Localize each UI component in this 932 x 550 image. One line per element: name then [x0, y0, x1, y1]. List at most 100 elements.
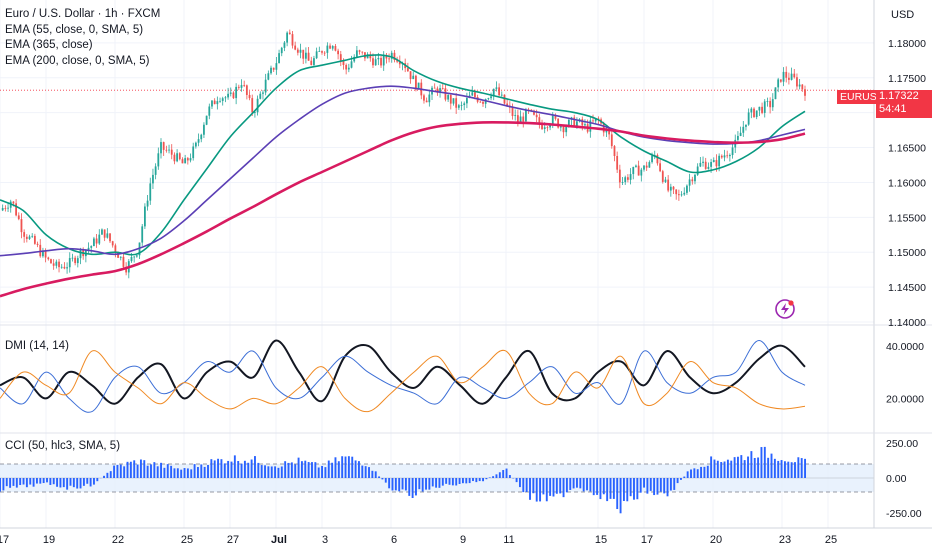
- di-minus-line: [0, 349, 806, 413]
- candle-body: [130, 256, 133, 262]
- cci-bar: [378, 476, 381, 478]
- candle-body: [659, 163, 661, 172]
- cci-bar: [683, 476, 686, 478]
- candle-body: [396, 60, 399, 62]
- candle-body: [366, 54, 369, 59]
- cci-bar: [337, 461, 340, 478]
- cci-bar: [391, 478, 394, 491]
- cci-bar: [139, 459, 142, 478]
- cci-bar: [86, 478, 89, 484]
- candle-body: [42, 250, 44, 257]
- cci-bar: [633, 478, 635, 500]
- cci-bar: [468, 478, 471, 484]
- candle-body: [667, 179, 670, 191]
- cci-bar: [82, 478, 85, 486]
- candle-body: [337, 50, 339, 55]
- candle-body: [385, 55, 388, 59]
- candle-body: [519, 116, 522, 122]
- candle-body: [500, 94, 503, 96]
- cci-bar: [300, 461, 303, 478]
- dmi-pane-label[interactable]: DMI (14, 14): [5, 340, 69, 352]
- cci-bar: [153, 462, 156, 478]
- cci-bar: [250, 459, 253, 478]
- cci-bar: [552, 478, 555, 497]
- candle-body: [796, 77, 798, 87]
- cci-bar: [770, 453, 773, 478]
- candle-body: [602, 123, 605, 133]
- cci-bar: [669, 478, 672, 491]
- candle-body: [543, 127, 546, 130]
- cci-bar: [639, 478, 642, 493]
- candle-body: [388, 58, 390, 60]
- candle-body: [441, 88, 444, 89]
- candle-body: [694, 174, 696, 182]
- candle-body: [777, 79, 780, 88]
- candle-body: [514, 115, 517, 117]
- cci-bar: [576, 478, 578, 488]
- cci-bar: [626, 478, 629, 502]
- cci-bar: [525, 478, 528, 492]
- cci-bar: [361, 465, 364, 478]
- candle-body: [457, 105, 460, 108]
- candle-body: [755, 110, 758, 117]
- cci-bar: [304, 460, 307, 478]
- candle-body: [498, 87, 500, 96]
- cci-bar: [720, 462, 723, 478]
- candle-body: [761, 106, 763, 113]
- candle-body: [173, 154, 176, 162]
- candle-body: [648, 162, 651, 168]
- cci-bar: [398, 478, 401, 492]
- candle-body: [184, 158, 187, 164]
- candle-body: [637, 165, 640, 176]
- cci-bar: [700, 466, 703, 478]
- candle-body: [305, 52, 307, 59]
- candle-body: [425, 100, 428, 103]
- cci-pane-label[interactable]: CCI (50, hlc3, SMA, 5): [5, 440, 121, 452]
- cci-bar: [411, 478, 414, 499]
- cci-bar: [475, 478, 478, 483]
- candle-body: [624, 177, 627, 183]
- candle-body: [135, 255, 138, 257]
- legend-ema55[interactable]: EMA (55, close, 0, SMA, 5): [5, 23, 144, 36]
- candle-body: [490, 96, 492, 99]
- cci-bar: [535, 478, 538, 502]
- cci-bar: [488, 477, 491, 478]
- candle-body: [125, 266, 128, 273]
- di-plus-line: [0, 339, 806, 413]
- cci-bar: [257, 462, 260, 478]
- cci-bar: [643, 478, 645, 488]
- candle-body: [758, 106, 761, 111]
- cci-bar: [9, 478, 12, 488]
- candle-body: [444, 88, 447, 100]
- candle-body: [76, 258, 79, 264]
- currency-label[interactable]: USD: [891, 9, 915, 21]
- legend-ema200[interactable]: EMA (200, close, 0, SMA, 5): [5, 54, 150, 67]
- time-tick-label: 15: [595, 534, 607, 546]
- candle-body: [342, 60, 345, 65]
- candle-body: [581, 119, 584, 126]
- candle-body: [361, 51, 364, 53]
- cci-bar: [690, 469, 692, 478]
- cci-bar: [394, 478, 397, 491]
- cci-bar: [656, 478, 659, 495]
- candle-body: [68, 258, 71, 268]
- candle-body: [232, 92, 235, 99]
- candle-body: [176, 153, 178, 162]
- cci-bar: [280, 466, 283, 478]
- candle-body: [632, 166, 635, 175]
- lightning-alert-icon[interactable]: [774, 298, 796, 320]
- cci-bar: [421, 478, 424, 492]
- candle-body: [286, 32, 289, 43]
- candle-body: [672, 186, 675, 190]
- candle-body: [219, 100, 221, 102]
- cci-bar: [143, 460, 146, 478]
- candle-body: [248, 94, 251, 99]
- cci-bar: [455, 478, 458, 486]
- candle-body: [530, 109, 533, 111]
- price-tick-label: 1.14500: [888, 282, 926, 294]
- candle-body: [28, 236, 31, 239]
- legend: Euro / U.S. Dollar · 1h · FXCM EMA (55, …: [5, 7, 160, 69]
- candle-body: [141, 226, 144, 243]
- legend-ema365[interactable]: EMA (365, close): [5, 39, 93, 51]
